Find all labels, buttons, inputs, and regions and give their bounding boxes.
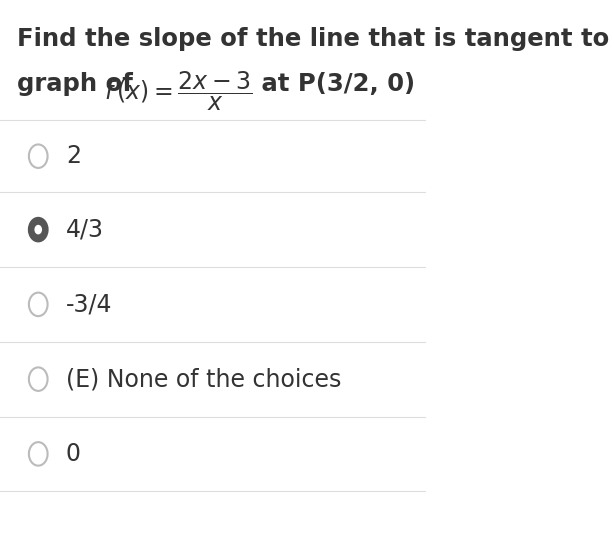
Text: graph of: graph of [17,72,150,96]
Circle shape [29,442,47,466]
Circle shape [29,293,47,316]
Text: (E) None of the choices: (E) None of the choices [66,367,341,391]
Text: -3/4: -3/4 [66,293,112,316]
Circle shape [29,218,47,241]
Text: Find the slope of the line that is tangent to the: Find the slope of the line that is tange… [17,27,614,51]
Text: 0: 0 [66,442,81,466]
Text: 2: 2 [66,144,81,168]
Circle shape [34,225,42,234]
Text: $f\,(x) = \dfrac{2x-3}{x}$: $f\,(x) = \dfrac{2x-3}{x}$ [104,69,253,113]
Text: 4/3: 4/3 [66,218,104,241]
Circle shape [29,144,47,168]
Text: at P(3/2, 0): at P(3/2, 0) [253,72,415,96]
Circle shape [29,367,47,391]
